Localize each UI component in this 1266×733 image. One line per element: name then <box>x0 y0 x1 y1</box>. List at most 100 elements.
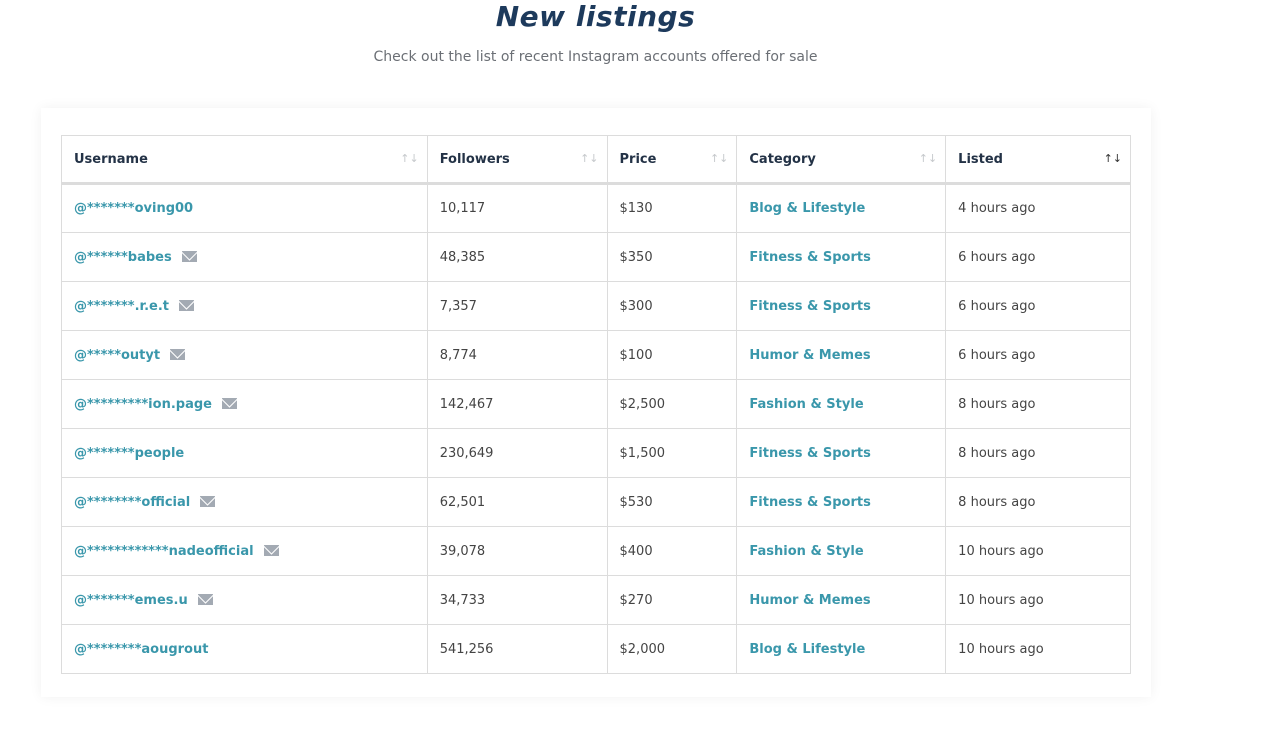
category-cell: Fashion & Style <box>736 526 947 576</box>
sort-icon[interactable]: ↑↓ <box>580 152 599 165</box>
mail-icon[interactable] <box>200 495 216 507</box>
column-label: Followers <box>439 151 510 167</box>
username-cell: @*******people <box>61 428 428 478</box>
sort-icon[interactable]: ↑↓ <box>400 152 419 165</box>
mail-icon[interactable] <box>221 397 237 409</box>
username-link[interactable]: @*********ion.page <box>74 396 212 412</box>
category-link[interactable]: Blog & Lifestyle <box>749 641 866 657</box>
username-cell: @********aougrout <box>61 624 428 674</box>
price-cell: $2,500 <box>606 379 738 429</box>
mail-icon[interactable] <box>179 299 194 311</box>
price-cell: $400 <box>606 526 738 576</box>
price-cell: $270 <box>606 575 738 625</box>
category-link[interactable]: Blog & Lifestyle <box>749 201 866 216</box>
username-cell: @*******.r.e.t <box>61 281 428 331</box>
username-cell: @************nadeofficial <box>61 526 428 576</box>
followers-cell: 7,357 <box>426 281 608 331</box>
category-link[interactable]: Humor & Memes <box>749 592 871 608</box>
sort-icon[interactable]: ↑↓ <box>709 152 729 165</box>
table-row: @********aougrout 541,256 $2,000 Blog & … <box>61 624 1131 674</box>
category-cell: Blog & Lifestyle <box>736 183 947 233</box>
table-row: @*********ion.page 142,467 $2,500 Fashio… <box>61 379 1131 429</box>
category-link[interactable]: Fitness & Sports <box>749 494 871 510</box>
mail-icon[interactable] <box>170 348 186 360</box>
followers-cell: 62,501 <box>426 477 608 527</box>
column-label: Username <box>74 151 148 167</box>
sort-icon[interactable]: ↑↓ <box>918 152 938 165</box>
followers-cell: 541,256 <box>426 624 608 674</box>
category-link[interactable]: Humor & Memes <box>749 347 871 363</box>
category-link[interactable]: Fitness & Sports <box>749 445 871 461</box>
column-header-username[interactable]: Username ↑↓ <box>61 135 428 185</box>
username-link[interactable]: @*******emes.u <box>74 592 188 608</box>
column-header-listed[interactable]: Listed ↑↓ <box>945 135 1131 185</box>
listed-cell: 6 hours ago <box>945 330 1131 380</box>
category-cell: Humor & Memes <box>736 330 947 380</box>
listed-cell: 10 hours ago <box>945 624 1131 674</box>
price-cell: $530 <box>606 477 738 527</box>
listed-cell: 8 hours ago <box>945 477 1131 527</box>
username-link[interactable]: @*******.r.e.t <box>74 298 169 314</box>
username-link[interactable]: @*****outyt <box>74 347 161 363</box>
listed-cell: 8 hours ago <box>945 379 1131 429</box>
listed-cell: 4 hours ago <box>945 183 1131 233</box>
category-cell: Fitness & Sports <box>736 428 947 478</box>
mail-icon[interactable] <box>197 593 213 605</box>
price-cell: $1,500 <box>606 428 738 478</box>
username-link[interactable]: @************nadeofficial <box>74 543 254 559</box>
followers-cell: 8,774 <box>426 330 608 380</box>
category-link[interactable]: Fitness & Sports <box>749 249 871 265</box>
username-cell: @*******oving00 <box>61 183 428 233</box>
column-label: Listed <box>958 151 1003 167</box>
category-cell: Fitness & Sports <box>736 477 947 527</box>
table-row: @*******people 230,649 $1,500 Fitness & … <box>61 428 1131 478</box>
followers-cell: 39,078 <box>426 526 608 576</box>
listings-card: Username ↑↓ Followers ↑↓ Price ↑↓ Category ↑↓ Li… <box>41 108 1151 697</box>
price-cell: $350 <box>606 232 738 282</box>
table-row: @******babes 48,385 $350 Fitness & Sport… <box>61 232 1131 282</box>
mail-icon[interactable] <box>263 544 279 556</box>
table-row: @********official 62,501 $530 Fitness & … <box>61 477 1131 527</box>
username-link[interactable]: @*******oving00 <box>74 201 194 216</box>
price-cell: $100 <box>606 330 738 380</box>
followers-cell: 142,467 <box>426 379 608 429</box>
username-cell: @*****outyt <box>61 330 428 380</box>
column-header-price[interactable]: Price ↑↓ <box>606 135 738 185</box>
listed-cell: 10 hours ago <box>945 575 1131 625</box>
sort-icon[interactable]: ↑↓ <box>1103 152 1122 165</box>
category-cell: Blog & Lifestyle <box>736 624 947 674</box>
category-cell: Fashion & Style <box>736 379 947 429</box>
category-cell: Humor & Memes <box>736 575 947 625</box>
price-cell: $130 <box>606 183 738 233</box>
column-header-followers[interactable]: Followers ↑↓ <box>426 135 608 185</box>
username-cell: @********official <box>61 477 428 527</box>
table-row: @*****outyt 8,774 $100 Humor & Memes 6 h… <box>61 330 1131 380</box>
mail-icon[interactable] <box>181 250 197 262</box>
username-link[interactable]: @********aougrout <box>74 641 209 657</box>
price-cell: $2,000 <box>606 624 738 674</box>
category-link[interactable]: Fitness & Sports <box>749 298 871 314</box>
listed-cell: 6 hours ago <box>945 232 1131 282</box>
column-header-category[interactable]: Category ↑↓ <box>736 135 947 185</box>
followers-cell: 34,733 <box>426 575 608 625</box>
listed-cell: 10 hours ago <box>945 526 1131 576</box>
listed-cell: 8 hours ago <box>945 428 1131 478</box>
username-cell: @*******emes.u <box>61 575 428 625</box>
table-row: @*******oving00 10,117 $130 Blog & Lifes… <box>61 183 1131 233</box>
column-label: Category <box>749 151 816 167</box>
listed-cell: 6 hours ago <box>945 281 1131 331</box>
username-link[interactable]: @******babes <box>74 249 172 265</box>
username-link[interactable]: @********official <box>74 494 191 510</box>
category-link[interactable]: Fashion & Style <box>749 543 864 559</box>
category-cell: Fitness & Sports <box>736 232 947 282</box>
column-label: Price <box>619 151 657 167</box>
followers-cell: 48,385 <box>426 232 608 282</box>
category-cell: Fitness & Sports <box>736 281 947 331</box>
listings-table: Username ↑↓ Followers ↑↓ Price ↑↓ Category ↑↓ Li… <box>61 135 1131 674</box>
page-title: New listings <box>495 0 696 33</box>
username-link[interactable]: @*******people <box>74 445 185 461</box>
table-row: @*******emes.u 34,733 $270 Humor & Memes… <box>61 575 1131 625</box>
followers-cell: 230,649 <box>426 428 608 478</box>
category-link[interactable]: Fashion & Style <box>749 396 864 412</box>
price-cell: $300 <box>606 281 738 331</box>
